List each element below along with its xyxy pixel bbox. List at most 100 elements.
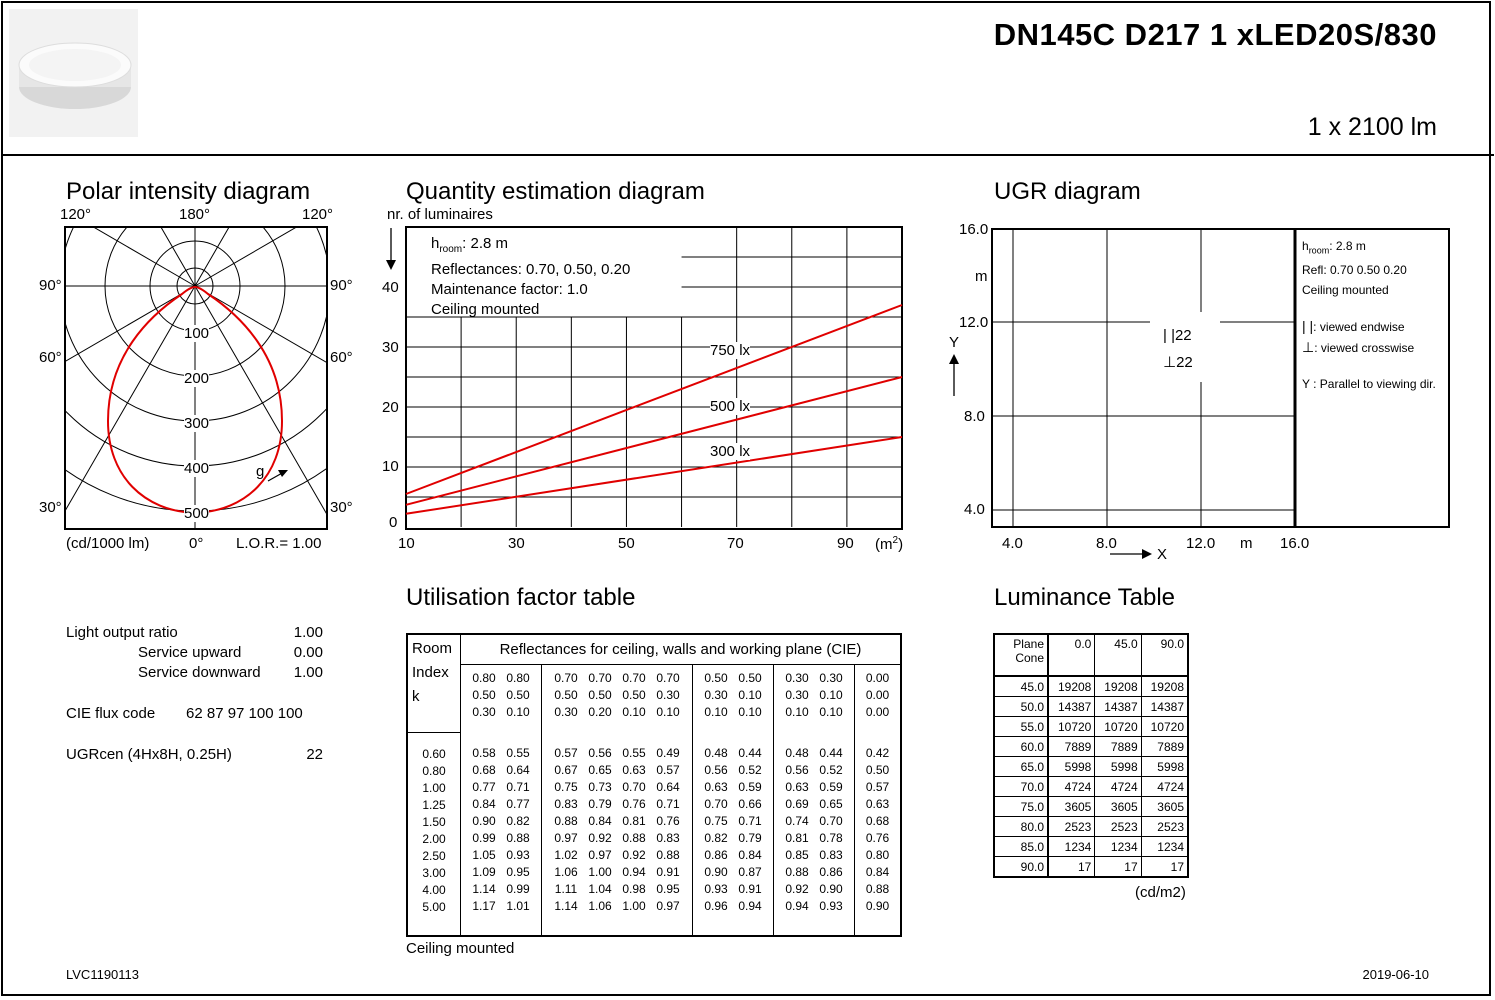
polar-ring-100: 100 [184,325,210,342]
uf-value: 0.76 [656,814,680,828]
polar-angle-180: 180° [179,206,211,223]
cone-angle: 55.0 [993,716,1049,737]
uf-row: 0.74 0.70 [774,813,854,830]
uf-value: 1.05 [472,848,496,862]
uf-value: 1.02 [554,848,578,862]
uf-value: 0.59 [738,780,762,794]
uf-row: 0.56 0.52 [693,762,773,779]
ugr-legend-parallel: Y : Parallel to viewing dir. [1302,377,1436,392]
uf-row: 0.75 0.71 [693,813,773,830]
polar-ring-500: 500 [184,505,210,522]
plane-header-45: 45.0 [1094,633,1142,677]
reflectance-value: 0.50 [472,687,496,702]
polar-angle-60-left: 60° [39,349,62,366]
uf-value: 1.00 [588,865,612,879]
quantity-chart [405,226,903,530]
uf-row: 0.50 [855,762,900,779]
reflectance-value: 0.00 [865,687,890,702]
uf-value: 0.84 [738,848,762,862]
uf-value: 0.94 [738,899,762,913]
uf-row: 0.93 0.91 [693,881,773,898]
y-tick-20: 20 [382,399,399,416]
quantity-legend: hroom: 2.8 m Reflectances: 0.70, 0.50, 0… [431,234,630,320]
uf-value: 0.70 [704,797,728,811]
cone-angle: 65.0 [993,756,1049,777]
uf-value: 0.90 [865,899,890,913]
uf-row: 0.94 0.93 [774,898,854,915]
uf-value: 0.66 [738,797,762,811]
uf-value: 0.99 [472,831,496,845]
ugr-y-axis-label: Y [949,334,960,351]
polar-angle-90-right: 90° [330,277,353,294]
uf-value: 0.85 [785,848,809,862]
ugr-x-8: 8.0 [1096,535,1117,552]
uf-value: 0.88 [865,882,890,896]
uf-value: 0.57 [554,746,578,760]
ugr-y-12: 12.0 [959,314,989,331]
uf-value: 0.52 [819,763,843,777]
uf-row: 1.05 0.93 [461,847,541,864]
luminance-row: 70.0 4724 4724 4724 [993,776,1189,797]
uf-value: 0.55 [622,746,646,760]
uf-value: 0.96 [704,899,728,913]
ugr-x-axis-label: X [1157,546,1168,563]
uf-value: 0.57 [656,763,680,777]
uf-value: 0.86 [819,865,843,879]
uf-value: 0.64 [656,780,680,794]
uf-value: 0.64 [506,763,530,777]
uf-value: 0.91 [738,882,762,896]
uf-value: 0.68 [865,814,890,828]
luminance-value: 17 [1047,856,1096,878]
uf-value: 0.68 [472,763,496,777]
cone-angle: 85.0 [993,836,1049,857]
uf-value: 0.59 [819,780,843,794]
reflectance-value: 0.30 [785,687,809,702]
reflectance-value: 0.50 [704,670,728,685]
uf-row: 0.77 0.71 [461,779,541,796]
luminance-row: 75.0 3605 3605 3605 [993,796,1189,817]
uf-value: 0.63 [865,797,890,811]
luminance-value: 19208 [1094,675,1142,697]
ugrcen-label: UGRcen (4Hx8H, 0.25H) [66,746,232,763]
uf-value: 0.91 [656,865,680,879]
reflectance-value: 0.00 [865,704,890,719]
reflectance-value: 0.10 [622,704,646,719]
uf-value: 0.74 [785,814,809,828]
quantity-y-caption: nr. of luminaires [387,206,493,223]
uf-row: 0.68 [855,813,900,830]
reflectance-value: 0.50 [738,670,762,685]
uf-row: 0.84 0.77 [461,796,541,813]
lor-value: 1.00 [293,624,323,641]
luminance-value: 2523 [1094,816,1142,837]
uf-value: 0.86 [704,848,728,862]
polar-angle-30-left: 30° [39,499,62,516]
uf-value: 0.95 [506,865,530,879]
polar-unit: (cd/1000 lm) [66,535,150,552]
uf-row: 0.63 0.59 [693,779,773,796]
uf-row: 1.17 1.01 [461,898,541,915]
reflectance-value: 0.50 [506,687,530,702]
uf-row: 0.81 0.78 [774,830,854,847]
uf-value: 0.92 [785,882,809,896]
upward-label: Service upward [138,644,242,661]
uf-row: 0.90 0.87 [693,864,773,881]
polar-gamma-label: g [256,463,265,480]
luminance-value: 10720 [1140,716,1189,737]
cone-angle: 75.0 [993,796,1049,817]
downward-label: Service downward [138,664,261,681]
x-tick-50: 50 [618,535,635,552]
luminance-title: Luminance Table [994,584,1176,611]
luminance-value: 3605 [1047,796,1096,817]
cone-angle: 80.0 [993,816,1049,837]
reflectance-value: 0.30 [656,687,680,702]
k-label: k [412,688,420,705]
reflectance-value: 0.10 [819,704,843,719]
polar-angle-120-right: 120° [302,206,334,223]
quantity-legend-maintenance: Maintenance factor: 1.0 [431,281,588,298]
y-tick-30: 30 [382,339,399,356]
room-index-value: 1.25 [422,797,446,812]
endwise-icon: | | [1163,327,1175,344]
x-tick-30: 30 [508,535,525,552]
x-unit: (m2) [875,535,904,553]
series-label-300: 300 lx [710,443,751,460]
